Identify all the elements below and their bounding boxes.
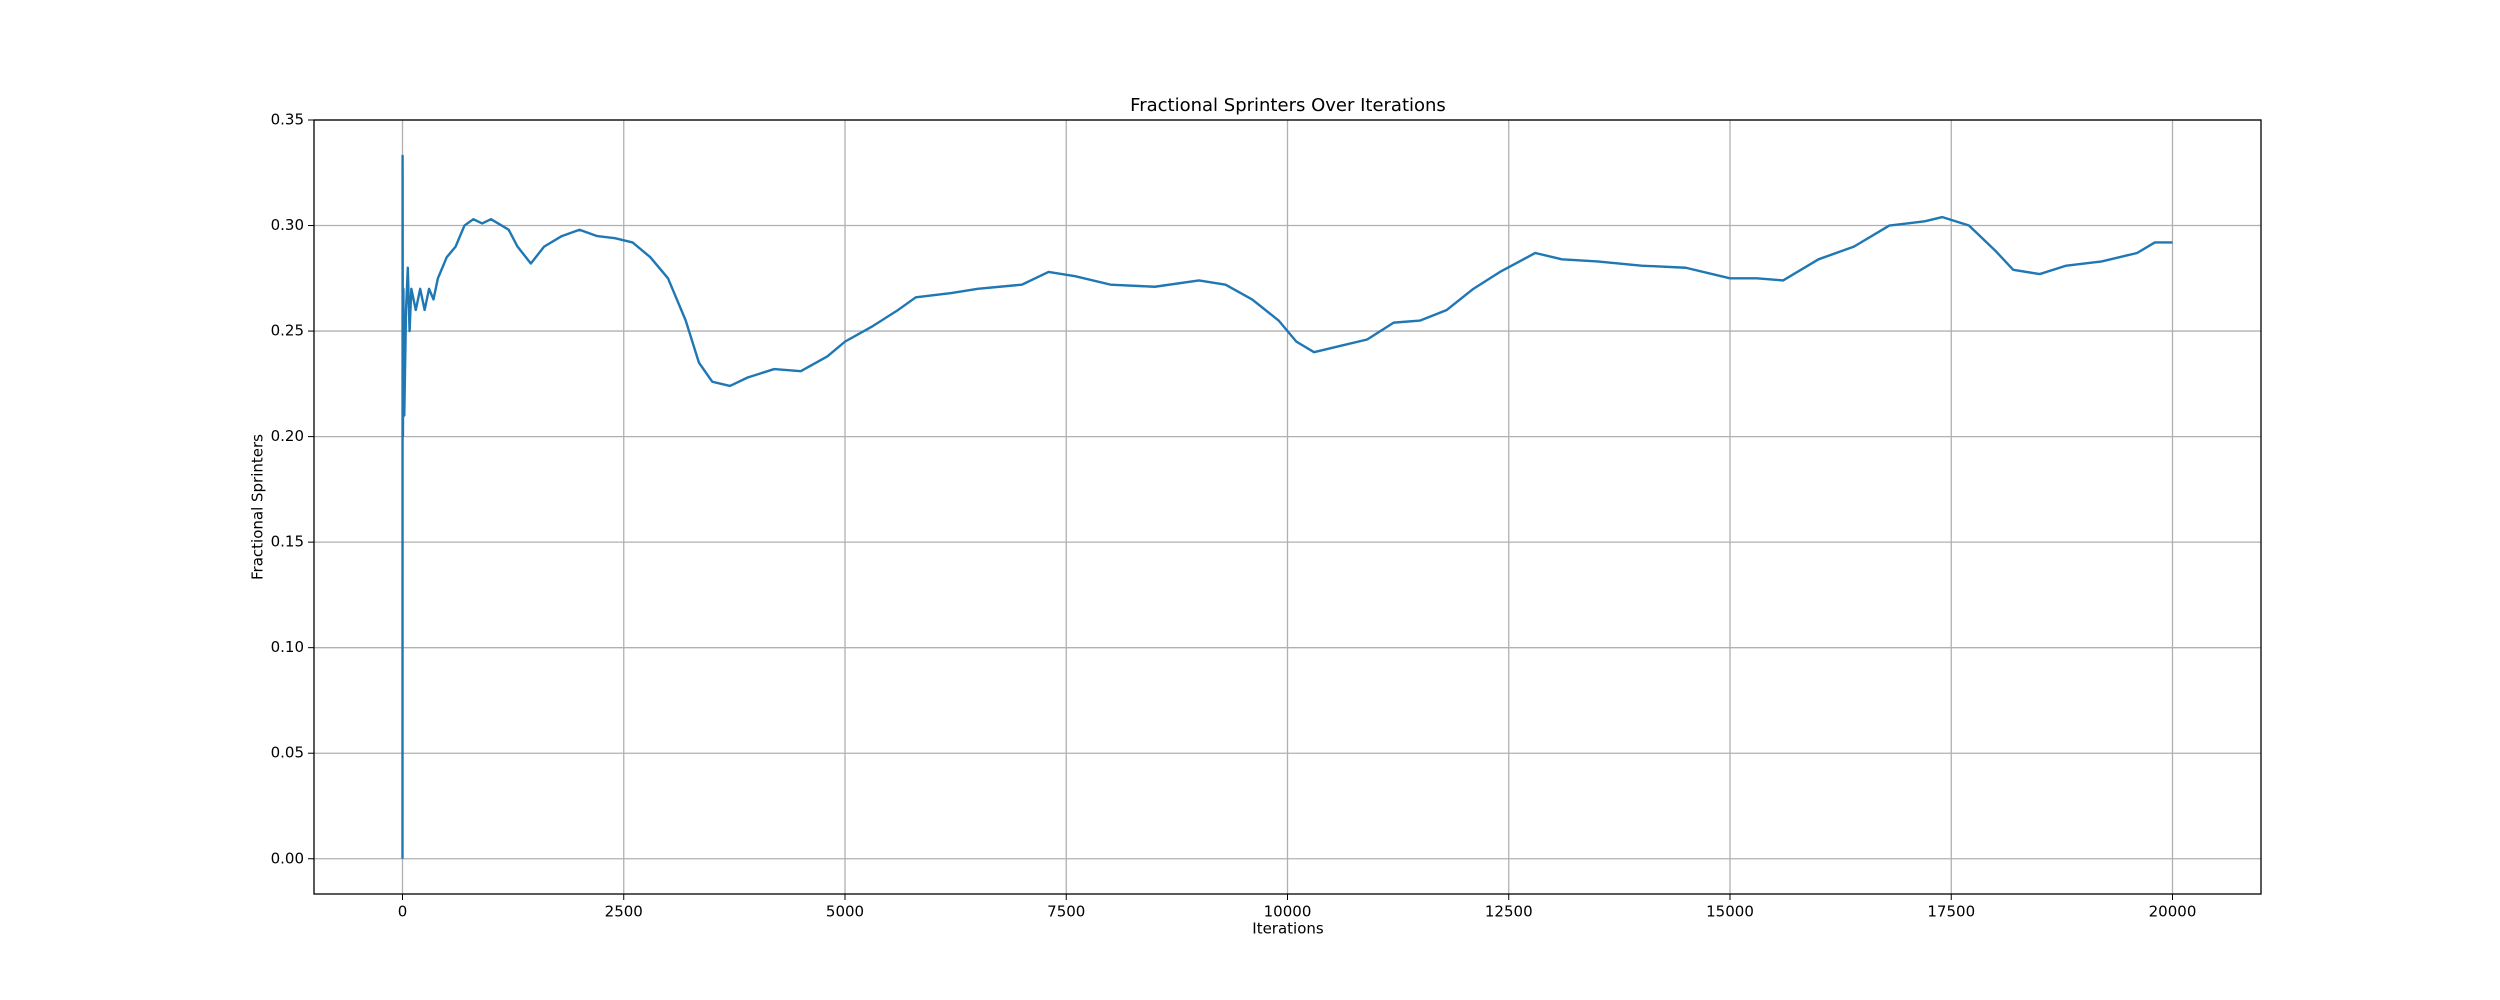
y-tick-label: 0.05 (271, 744, 304, 762)
x-tick-label: 15000 (1706, 903, 1754, 921)
y-tick-label: 0.15 (271, 533, 304, 551)
x-tick-label: 2500 (605, 903, 643, 921)
y-tick-label: 0.00 (271, 849, 304, 867)
x-tick-label: 10000 (1264, 903, 1312, 921)
x-tick-label: 12500 (1485, 903, 1533, 921)
plot-frame (313, 119, 2262, 895)
y-axis-label: Fractional Sprinters (249, 434, 267, 580)
x-tick-label: 0 (398, 903, 408, 921)
y-tick-label: 0.30 (271, 216, 304, 234)
chart-title: Fractional Sprinters Over Iterations (1130, 95, 1446, 116)
line-series (401, 154, 2173, 859)
x-tick-label: 20000 (2149, 903, 2197, 921)
y-tick-label: 0.25 (271, 322, 304, 340)
y-tick-label: 0.20 (271, 427, 304, 445)
x-axis-label: Iterations (1252, 920, 1324, 938)
x-tick-label: 17500 (1927, 903, 1975, 921)
x-tick-label: 5000 (826, 903, 864, 921)
y-tick-label: 0.35 (271, 111, 304, 129)
x-tick-label: 7500 (1047, 903, 1085, 921)
y-tick-label: 0.10 (271, 638, 304, 656)
